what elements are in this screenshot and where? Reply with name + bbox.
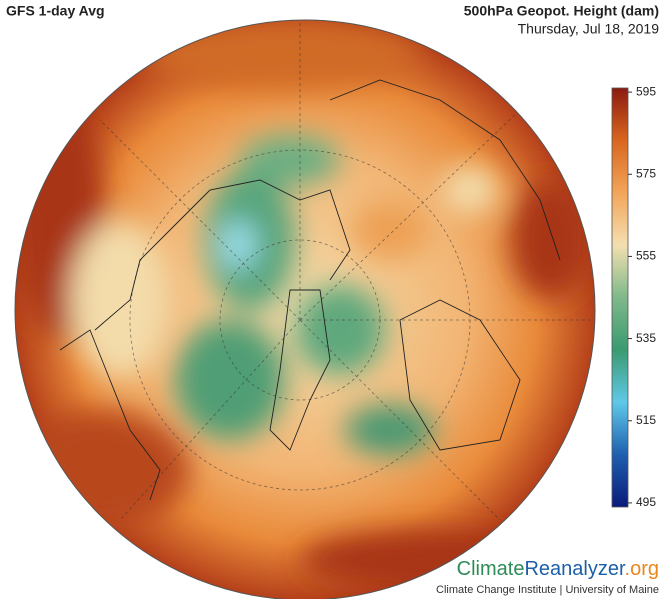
globe (15, 20, 595, 599)
variable: 500hPa Geopot. Height (dam) (464, 3, 659, 19)
colorbar-tick-label: 535 (636, 331, 656, 345)
logo-part: Climate (457, 558, 525, 580)
colorbar-tick-label: 575 (636, 166, 656, 180)
logo-part: .org (625, 558, 659, 580)
colorbar-tick-label: 495 (636, 495, 656, 509)
title: GFS 1-day Avg (6, 3, 105, 19)
colorbar-tick-label: 595 (636, 84, 656, 98)
logo-part: Reanalyzer (524, 558, 626, 580)
globe-outline (14, 19, 596, 599)
credit: Climate Change Institute | University of… (436, 584, 659, 596)
colorbar-tick-label: 515 (636, 413, 656, 427)
logo: ClimateReanalyzer.org (457, 558, 659, 580)
date: Thursday, Jul 18, 2019 (518, 21, 660, 37)
colorbar-bar (611, 87, 629, 508)
colorbar-tick-label: 555 (636, 249, 656, 263)
colorbar: 595 575 555 535 515 495 (611, 84, 656, 509)
